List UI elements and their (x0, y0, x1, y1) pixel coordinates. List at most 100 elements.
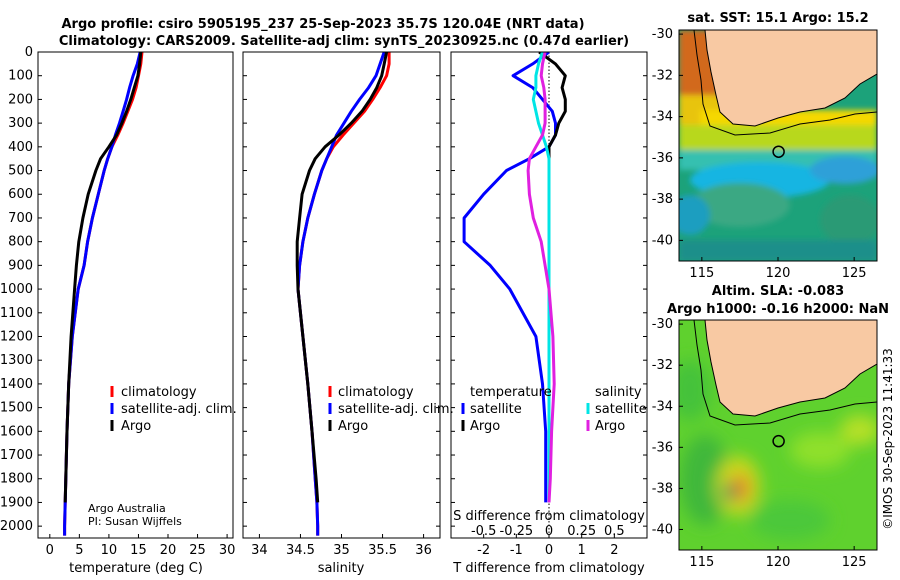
sla-title-line2: Argo h1000: -0.16 h2000: NaN (667, 302, 889, 317)
s-tick-label: 0.5 (604, 524, 625, 539)
depth-tick-label: 800 (8, 235, 33, 250)
x-tick-label: 1 (578, 543, 586, 558)
s-difference-ticks: -0.5 -0.25 0 0.25 0.5 (471, 524, 625, 539)
salinity-y-ticks (243, 51, 440, 527)
lat-tick-label: -34 (652, 399, 673, 414)
sst-map-axes: 115 120 125 -30 -32 -34 -36 -38 -40 (652, 27, 867, 281)
difference-panel: -2 -1 0 1 2 S difference from climatology -0… (450, 51, 648, 576)
argo-location-marker (772, 145, 785, 158)
depth-tick-label: 1700 (0, 448, 33, 463)
depth-tick-label: 400 (8, 140, 33, 155)
argo-line (295, 52, 389, 503)
x-tick-label: 35.5 (368, 543, 397, 558)
legend-label-climatology: climatology (338, 385, 414, 400)
land-sst (704, 30, 877, 127)
x-tick-label: 0 (46, 543, 54, 558)
sla-field (679, 320, 877, 550)
sal-satellite-diff-line (531, 52, 551, 503)
x-tick-label: 34.5 (286, 543, 315, 558)
argo-line (63, 52, 143, 503)
legend-label-satellite-adj: satellite-adj. clim. (338, 402, 454, 417)
lat-tick-label: -40 (652, 233, 673, 248)
temperature-panel: 0100200300400500600700800900100011001200… (0, 45, 237, 576)
x-tick-label: 35 (333, 543, 350, 558)
s-difference-label: S difference from climatology (453, 509, 645, 524)
depth-tick-label: 200 (8, 92, 33, 107)
sla-title-line1: Altim. SLA: -0.083 (712, 284, 844, 299)
satellite-adj-line (63, 52, 142, 536)
lat-tick-label: -36 (652, 151, 673, 166)
legend-label-satellite-adj: satellite-adj. clim. (121, 402, 237, 417)
temp-satellite-diff-line (462, 52, 557, 503)
depth-tick-label: 300 (8, 116, 33, 131)
lat-tick-label: -32 (652, 68, 673, 83)
t-difference-xlabel: T difference from climatology (452, 561, 645, 576)
legend-label-argo: Argo (121, 419, 151, 434)
legend-label-temp-satellite: satellite (470, 402, 522, 417)
difference-plot-frame (450, 51, 648, 539)
temperature-x-axis: 0 5 10 15 20 25 30 (46, 534, 236, 558)
lat-tick-label: -34 (652, 110, 673, 125)
figure-title-line2: Climatology: CARS2009. Satellite-adj cli… (59, 34, 629, 49)
legend-label-sal-satellite: satellite (595, 402, 647, 417)
temperature-xlabel: temperature (deg C) (69, 561, 203, 576)
s-tick-label: -0.25 (500, 524, 534, 539)
lat-tick-label: -32 (652, 358, 673, 373)
legend-label-sal-argo: Argo (595, 419, 625, 434)
lat-tick-label: -38 (652, 481, 673, 496)
lon-tick-label: 120 (766, 266, 791, 281)
shelf-contour-sla (693, 320, 877, 426)
salinity-plot-frame (242, 51, 441, 539)
legend-label-climatology: climatology (121, 385, 197, 400)
x-tick-label: -2 (477, 543, 490, 558)
temperature-legend: climatology satellite-adj. clim. Argo (110, 385, 237, 434)
legend-title-temperature: temperature (470, 385, 552, 400)
sal-argo-diff-line (526, 52, 556, 503)
x-tick-label: 2 (610, 543, 618, 558)
s-tick-label: 0 (545, 524, 553, 539)
difference-x-axis: -2 -1 0 1 2 (477, 534, 618, 558)
x-tick-label: 5 (75, 543, 83, 558)
figure-title-line1: Argo profile: csiro 5905195_237 25-Sep-2… (61, 17, 584, 32)
x-tick-label: 36 (415, 543, 432, 558)
sst-map-title: sat. SST: 15.1 Argo: 15.2 (687, 11, 868, 26)
legend-label-argo: Argo (338, 419, 368, 434)
legend-label-temp-argo: Argo (470, 419, 500, 434)
depth-tick-label: 1000 (0, 282, 33, 297)
lat-tick-label: -30 (652, 317, 673, 332)
depth-tick-label: 1600 (0, 424, 33, 439)
lon-tick-label: 120 (766, 555, 791, 570)
depth-tick-label: 1500 (0, 401, 33, 416)
salinity-legend: climatology satellite-adj. clim. Argo (328, 385, 454, 434)
legend-title-salinity: salinity (595, 385, 642, 400)
temperature-lines (63, 52, 144, 536)
depth-tick-label: 900 (8, 258, 33, 273)
sst-field (679, 30, 877, 261)
x-tick-label: 15 (130, 543, 147, 558)
depth-tick-label: 700 (8, 211, 33, 226)
depth-tick-label: 1200 (0, 329, 33, 344)
lat-tick-label: -30 (652, 27, 673, 42)
x-tick-label: 34 (251, 543, 268, 558)
depth-tick-label: 1800 (0, 472, 33, 487)
lon-tick-label: 125 (842, 555, 867, 570)
sst-map: sat. SST: 15.1 Argo: 15.2 115 120 125 -30 -3… (652, 11, 878, 281)
timestamp: ©IMOS 30-Sep-2023 11:41:33 (881, 348, 895, 530)
x-tick-label: -1 (510, 543, 523, 558)
argo-marker-circle (772, 434, 785, 448)
x-tick-label: 0 (545, 543, 553, 558)
shelf-contour-sst (693, 30, 877, 136)
depth-tick-label: 500 (8, 164, 33, 179)
depth-tick-label: 1900 (0, 495, 33, 510)
credit-line2: PI: Susan Wijffels (88, 515, 182, 528)
depth-tick-label: 600 (8, 187, 33, 202)
x-tick-label: 30 (219, 543, 236, 558)
x-tick-label: 25 (189, 543, 206, 558)
depth-tick-label: 0 (25, 45, 33, 60)
temperature-plot-frame (37, 51, 234, 539)
x-tick-label: 10 (101, 543, 118, 558)
difference-legend-salinity: salinity satellite Argo (586, 385, 647, 434)
difference-lines (462, 52, 567, 503)
satellite-adj-line (296, 52, 386, 536)
argo-marker-circle (772, 145, 785, 158)
